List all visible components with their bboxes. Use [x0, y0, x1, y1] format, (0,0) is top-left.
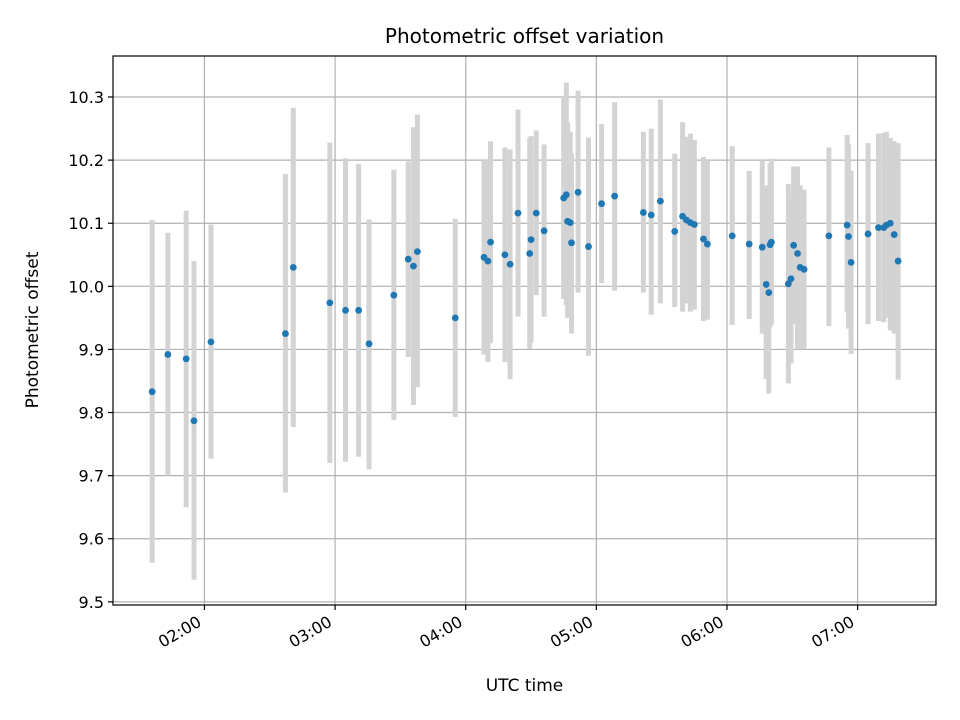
data-point — [787, 275, 795, 283]
data-point — [526, 250, 534, 257]
y-tick-label: 10.1 — [68, 214, 104, 233]
data-point — [843, 221, 851, 229]
x-axis-label: UTC time — [486, 676, 564, 696]
y-tick-label: 9.9 — [79, 340, 104, 359]
data-point — [484, 257, 492, 265]
y-axis: 9.5 9.6 9.7 9.8 9.9 10.0 10.1 10.2 10.3 — [68, 88, 113, 612]
data-point — [639, 209, 647, 216]
data-point — [289, 263, 297, 271]
plot-area-frame — [112, 55, 937, 606]
data-point — [148, 388, 156, 396]
y-axis-label: Photometric offset — [23, 251, 43, 408]
data-point — [784, 280, 792, 288]
data-point — [282, 330, 289, 338]
data-point — [800, 265, 808, 273]
data-point — [647, 211, 655, 219]
data-point — [886, 219, 894, 227]
y-tick-label: 10.0 — [68, 277, 104, 296]
data-point — [190, 417, 198, 425]
data-point — [875, 224, 882, 232]
data-point — [745, 240, 753, 248]
data-point — [451, 314, 459, 322]
data-point — [890, 231, 898, 238]
data-point — [700, 235, 707, 243]
data-point — [790, 241, 798, 249]
y-tick-label: 9.6 — [79, 530, 104, 549]
data-point — [532, 209, 540, 217]
data-point — [207, 338, 215, 346]
data-point — [894, 257, 902, 265]
data-point — [864, 230, 872, 238]
y-tick-label: 9.7 — [79, 467, 104, 486]
data-point — [501, 251, 509, 259]
data-point — [574, 188, 582, 196]
data-point — [562, 191, 570, 199]
data-point — [568, 239, 575, 247]
data-point — [342, 306, 349, 314]
data-point — [762, 281, 770, 288]
data-point — [847, 258, 855, 266]
data-point — [404, 255, 412, 263]
data-point — [611, 192, 619, 200]
data-points — [148, 188, 902, 425]
data-point — [728, 232, 736, 240]
data-point — [598, 200, 605, 208]
data-point — [703, 240, 711, 248]
data-point — [758, 243, 766, 251]
y-tick-label: 10.2 — [68, 151, 104, 170]
y-tick-label: 9.8 — [79, 404, 104, 423]
data-point — [845, 233, 852, 240]
data-point — [585, 243, 592, 250]
y-tick-label: 9.5 — [79, 593, 104, 612]
chart-title: Photometric offset variation — [385, 24, 664, 48]
data-point — [656, 197, 664, 205]
data-point — [671, 228, 679, 235]
data-point — [506, 260, 514, 268]
data-point — [540, 227, 548, 235]
data-point — [765, 289, 773, 297]
data-point — [566, 219, 574, 226]
data-point — [410, 262, 417, 270]
data-point — [355, 306, 362, 314]
data-point — [365, 340, 373, 348]
data-point — [326, 299, 334, 307]
data-point — [690, 221, 698, 228]
data-point — [487, 238, 494, 246]
data-point — [527, 236, 535, 244]
y-tick-label: 10.3 — [68, 88, 104, 107]
data-point — [514, 209, 522, 217]
data-point — [164, 351, 172, 358]
data-point — [825, 232, 833, 240]
data-point — [794, 250, 801, 257]
data-point — [390, 291, 398, 299]
data-point — [413, 248, 421, 256]
data-point — [182, 355, 190, 363]
data-point — [768, 238, 775, 246]
